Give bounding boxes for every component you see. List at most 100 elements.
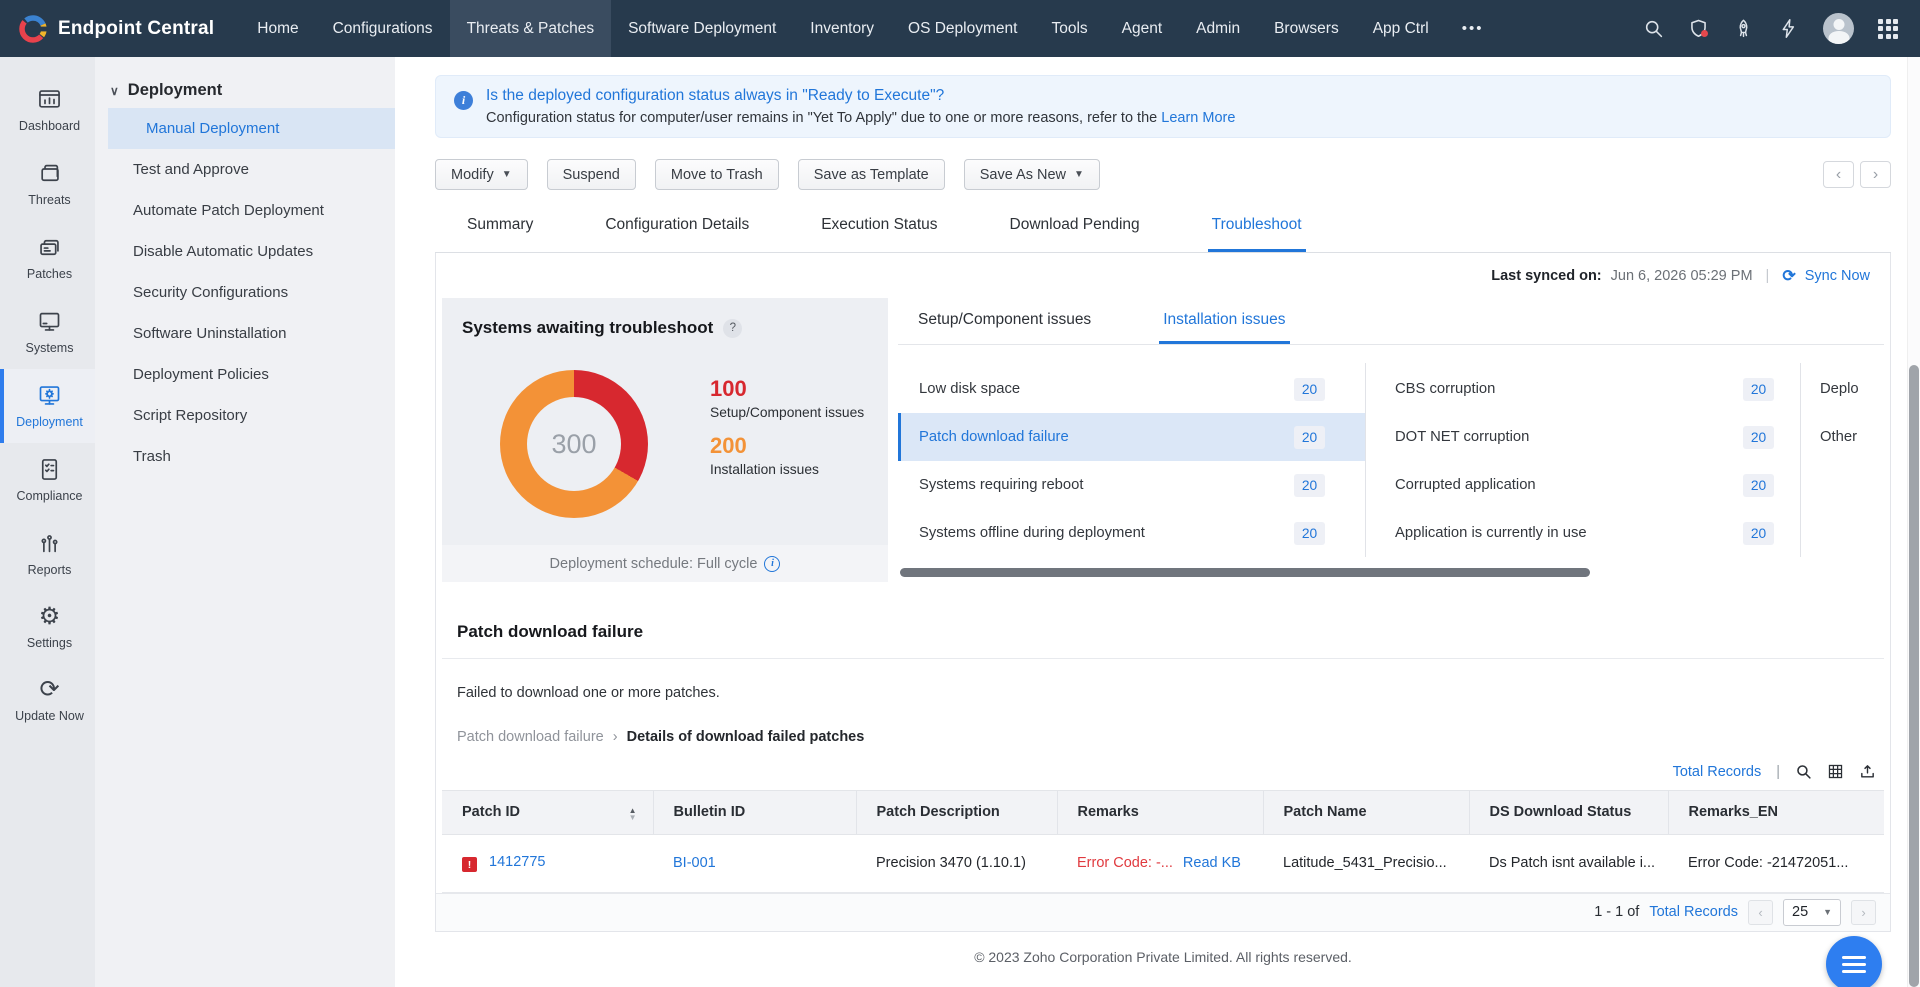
sync-icon[interactable]: ⟳ bbox=[1782, 268, 1796, 285]
sidebar-item-threats[interactable]: Threats bbox=[0, 147, 95, 221]
sidenav-item-deployment-policies[interactable]: Deployment Policies bbox=[133, 366, 269, 383]
col-header-remarks: Remarks bbox=[1057, 791, 1264, 835]
tab-configuration-details[interactable]: Configuration Details bbox=[605, 216, 750, 233]
nav-item-inventory[interactable]: Inventory bbox=[810, 19, 875, 37]
table-search-icon[interactable] bbox=[1795, 763, 1812, 780]
sidenav-item-script-repository[interactable]: Script Repository bbox=[133, 407, 248, 424]
nav-item-agent[interactable]: Agent bbox=[1121, 19, 1163, 37]
nav-item-os-deployment[interactable]: OS Deployment bbox=[908, 19, 1018, 37]
total-records-link[interactable]: Total Records bbox=[1672, 763, 1762, 780]
save-as-template-button[interactable]: Save as Template bbox=[797, 159, 945, 190]
whats-new-rocket-icon[interactable] bbox=[1733, 18, 1754, 39]
sidenav-item-test-and-approve[interactable]: Test and Approve bbox=[133, 161, 249, 178]
security-shield-icon[interactable] bbox=[1688, 18, 1709, 39]
nav-item-threats-patches[interactable]: Threats & Patches bbox=[449, 0, 612, 57]
banner-question-link[interactable]: Is the deployed configuration status alw… bbox=[486, 87, 945, 104]
nav-item-browsers[interactable]: Browsers bbox=[1274, 19, 1339, 37]
column-chooser-icon[interactable] bbox=[1827, 763, 1844, 780]
apps-grid-icon[interactable] bbox=[1878, 18, 1898, 39]
issue-count[interactable]: 20 bbox=[1743, 425, 1774, 449]
nav-item-tools[interactable]: Tools bbox=[1051, 19, 1088, 37]
issue-row-systems-requiring-reboot[interactable]: Systems requiring reboot 20 bbox=[898, 461, 1365, 509]
col-header-patch-id[interactable]: Patch ID ▲ ▼ bbox=[442, 791, 654, 835]
sidenav-item-software-uninstallation[interactable]: Software Uninstallation bbox=[133, 325, 287, 342]
tab-summary[interactable]: Summary bbox=[467, 216, 534, 233]
quick-actions-lightning-icon[interactable] bbox=[1778, 18, 1799, 39]
suspend-button[interactable]: Suspend bbox=[546, 159, 636, 190]
left-iconbar: Dashboard Threats Patches Systems bbox=[0, 57, 95, 987]
nav-item-app-ctrl[interactable]: App Ctrl bbox=[1372, 19, 1429, 37]
user-avatar[interactable] bbox=[1823, 13, 1854, 44]
breadcrumb-parent[interactable]: Patch download failure bbox=[457, 729, 604, 745]
vertical-scrollbar-thumb[interactable] bbox=[1908, 365, 1919, 987]
more-menu-icon[interactable]: ••• bbox=[1461, 20, 1484, 37]
issue-count[interactable]: 20 bbox=[1743, 521, 1774, 545]
sidebar-item-systems[interactable]: Systems bbox=[0, 295, 95, 369]
schedule-info-icon[interactable]: i bbox=[764, 555, 781, 572]
brand[interactable]: Endpoint Central bbox=[0, 0, 240, 57]
tab-download-pending[interactable]: Download Pending bbox=[1009, 216, 1140, 233]
brand-name: Endpoint Central bbox=[58, 17, 215, 39]
table-row: ! 1412775 BI-001 Precision 3470 (1.10.1)… bbox=[442, 834, 1884, 893]
issue-row-systems-offline[interactable]: Systems offline during deployment 20 bbox=[898, 509, 1365, 557]
nav-item-home[interactable]: Home bbox=[257, 19, 299, 37]
sidenav-item-disable-automatic-updates[interactable]: Disable Automatic Updates bbox=[133, 243, 314, 260]
sidenav-group-deployment[interactable]: ∨ Deployment bbox=[110, 81, 223, 99]
export-icon[interactable] bbox=[1859, 763, 1876, 780]
save-as-new-button[interactable]: Save As New ▼ bbox=[963, 159, 1100, 190]
sidenav-item-manual-deployment[interactable]: Manual Deployment bbox=[108, 108, 395, 149]
issue-row-cbs-corruption[interactable]: CBS corruption 20 bbox=[1366, 365, 1800, 413]
prev-config-button[interactable]: ‹ bbox=[1823, 161, 1854, 188]
issue-count[interactable]: 20 bbox=[1294, 521, 1325, 545]
next-config-button[interactable]: › bbox=[1860, 161, 1891, 188]
learn-more-link[interactable]: Learn More bbox=[1161, 110, 1236, 126]
tab-troubleshoot[interactable]: Troubleshoot bbox=[1207, 216, 1306, 252]
sort-icon[interactable]: ▲ ▼ bbox=[628, 805, 637, 822]
action-button-row: Modify ▼ Suspend Move to Trash Save as Te… bbox=[435, 159, 1891, 190]
horizontal-scrollbar-thumb[interactable] bbox=[900, 568, 1591, 577]
issue-row-corrupted-application[interactable]: Corrupted application 20 bbox=[1366, 461, 1800, 509]
bulletin-id-link[interactable]: BI-001 bbox=[673, 855, 716, 871]
tab-execution-status[interactable]: Execution Status bbox=[821, 216, 938, 233]
issue-row-patch-download-failure[interactable]: Patch download failure 20 bbox=[898, 413, 1365, 461]
nav-item-software-deployment[interactable]: Software Deployment bbox=[628, 19, 777, 37]
sidenav-item-security-configurations[interactable]: Security Configurations bbox=[133, 284, 289, 301]
issue-row-truncated-2[interactable]: Other bbox=[1820, 429, 1858, 445]
issue-count[interactable]: 20 bbox=[1294, 377, 1325, 401]
sidebar-item-reports[interactable]: Reports bbox=[0, 517, 95, 591]
search-icon[interactable] bbox=[1643, 18, 1664, 39]
tab-installation-issues[interactable]: Installation issues bbox=[1159, 298, 1290, 344]
page-prev-button[interactable]: ‹ bbox=[1748, 899, 1773, 925]
page-size-select[interactable]: 25 ▼ bbox=[1783, 898, 1841, 926]
read-kb-link[interactable]: Read KB bbox=[1182, 855, 1241, 871]
sidebar-item-compliance[interactable]: Compliance bbox=[0, 443, 95, 517]
sidebar-item-update-now[interactable]: ⟳ Update Now bbox=[15, 676, 84, 724]
sidenav-item-automate-patch-deployment[interactable]: Automate Patch Deployment bbox=[133, 202, 324, 219]
tab-setup-component-issues[interactable]: Setup/Component issues bbox=[918, 311, 1092, 328]
issue-row-low-disk-space[interactable]: Low disk space 20 bbox=[898, 365, 1365, 413]
nav-item-admin[interactable]: Admin bbox=[1196, 19, 1241, 37]
sidenav-item-trash[interactable]: Trash bbox=[133, 448, 171, 465]
issue-count[interactable]: 20 bbox=[1294, 425, 1325, 449]
page-next-button[interactable]: › bbox=[1851, 899, 1876, 925]
issue-count[interactable]: 20 bbox=[1743, 473, 1774, 497]
nav-item-configurations[interactable]: Configurations bbox=[332, 19, 433, 37]
modify-button[interactable]: Modify ▼ bbox=[435, 159, 528, 190]
top-navbar: Endpoint Central Home Configurations Thr… bbox=[0, 0, 1920, 57]
sidebar-item-dashboard[interactable]: Dashboard bbox=[0, 73, 95, 147]
issue-row-truncated-1[interactable]: Deplo bbox=[1820, 381, 1859, 397]
issue-row-dot-net-corruption[interactable]: DOT NET corruption 20 bbox=[1366, 413, 1800, 461]
issue-count[interactable]: 20 bbox=[1294, 473, 1325, 497]
legend-label-installation: Installation issues bbox=[710, 461, 819, 477]
move-to-trash-button[interactable]: Move to Trash bbox=[654, 159, 779, 190]
issue-row-application-in-use[interactable]: Application is currently in use 20 bbox=[1366, 509, 1800, 557]
pagination-total-records-link[interactable]: Total Records bbox=[1649, 904, 1738, 920]
issue-count[interactable]: 20 bbox=[1743, 377, 1774, 401]
sync-now-link[interactable]: Sync Now bbox=[1804, 268, 1870, 284]
sidebar-item-deployment[interactable]: Deployment bbox=[0, 369, 95, 443]
help-icon[interactable]: ? bbox=[723, 318, 743, 338]
sidebar-item-settings[interactable]: ⚙ Settings bbox=[26, 603, 73, 651]
floating-menu-button[interactable] bbox=[1826, 936, 1882, 987]
sidebar-item-patches[interactable]: Patches bbox=[0, 221, 95, 295]
patch-id-link[interactable]: 1412775 bbox=[489, 853, 546, 870]
